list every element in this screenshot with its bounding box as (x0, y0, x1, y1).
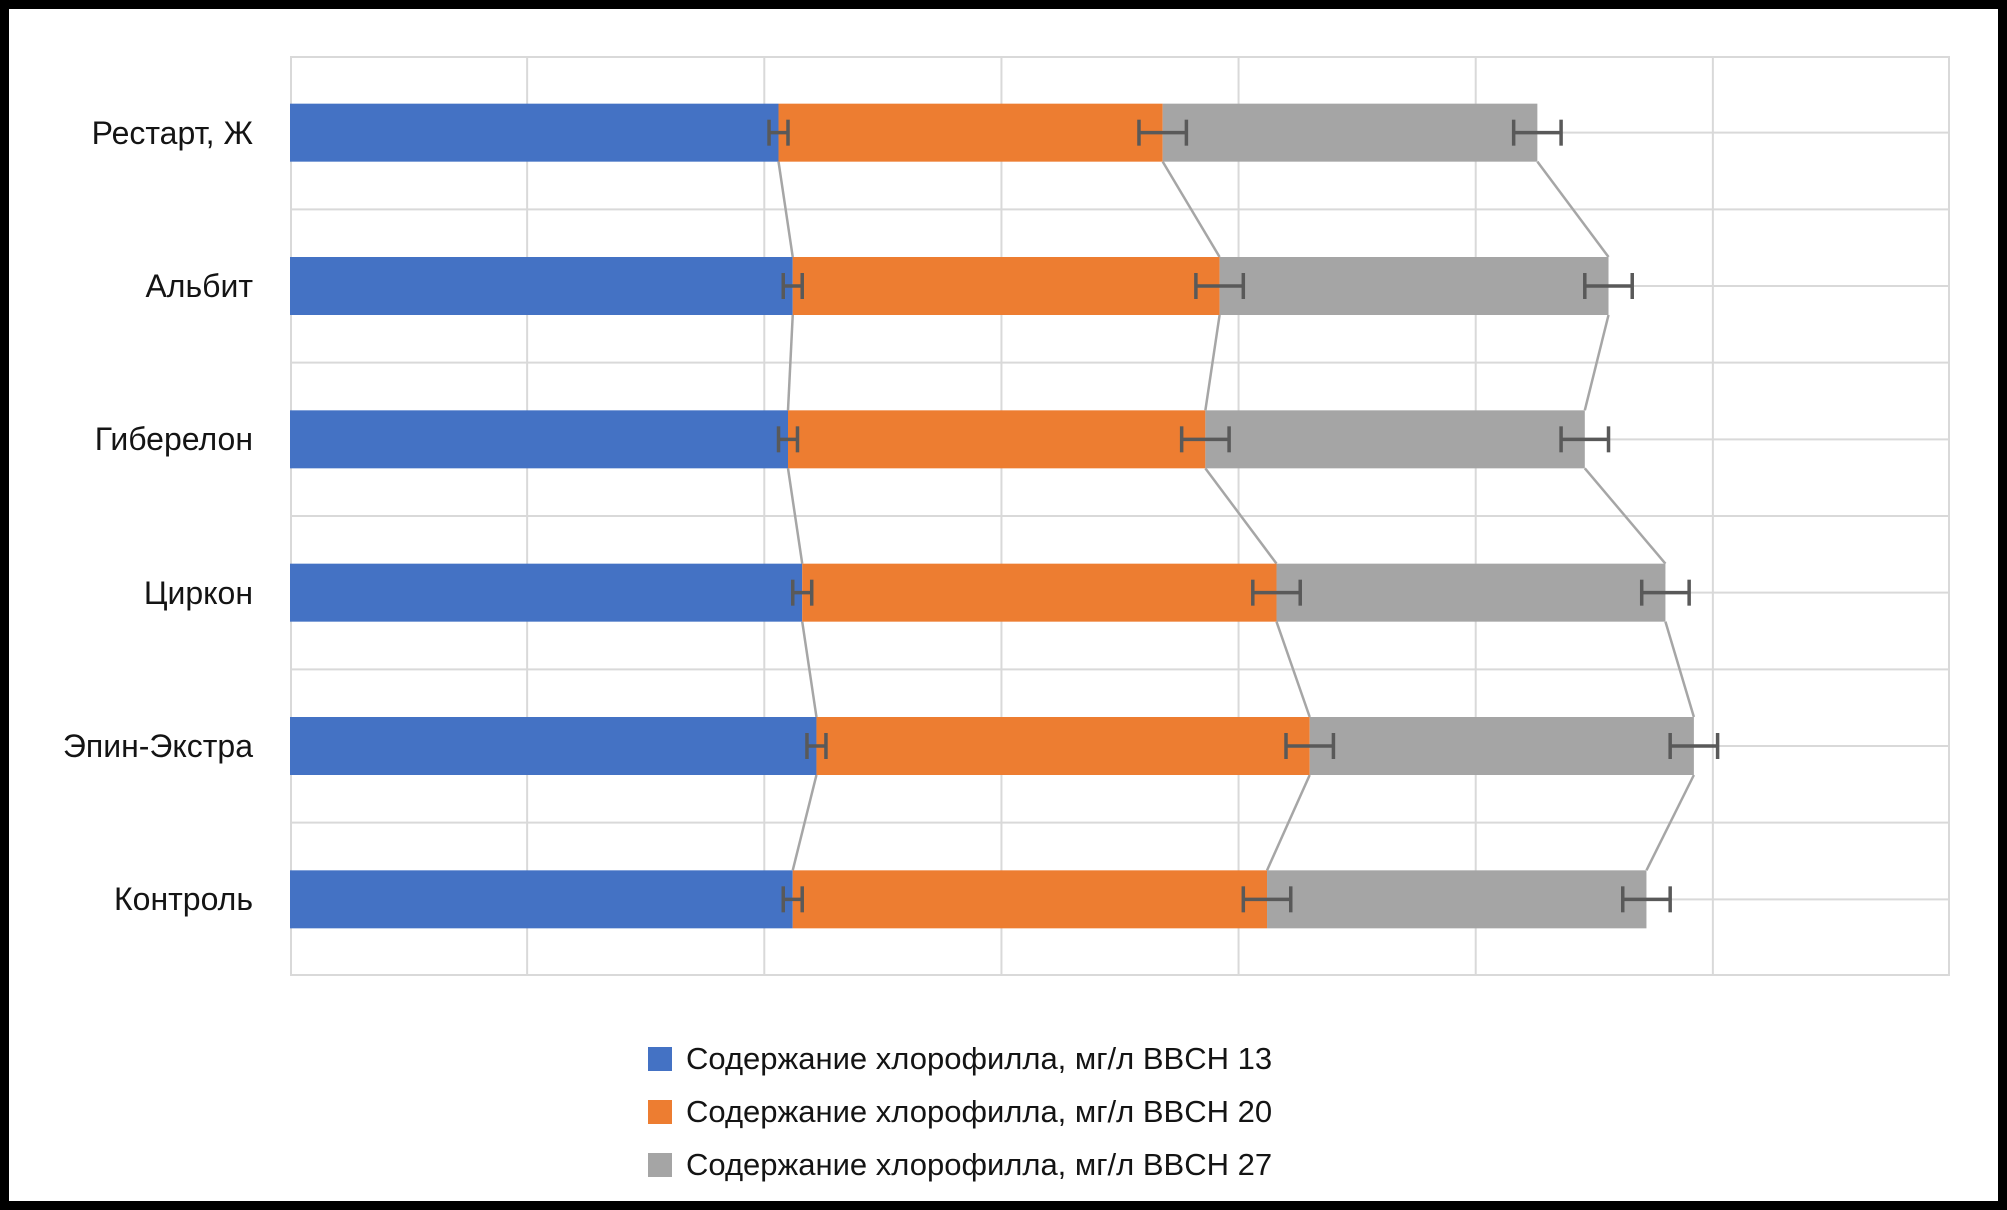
series-connector-line (786, 468, 804, 564)
legend: Содержание хлорофилла, мг/л BBCH 13 Содер… (648, 1040, 1272, 1183)
category-label: Альбит (145, 268, 253, 304)
category-label: Контроль (114, 881, 253, 918)
bar-segment-bbch13 (290, 870, 793, 929)
bar-segment-bbch20 (816, 717, 1310, 775)
bar-segment-bbch13 (290, 717, 817, 775)
bar-segment-bbch20 (788, 410, 1206, 469)
bar-segment-bbch20 (778, 103, 1163, 162)
series-connector-line (1536, 160, 1610, 258)
legend-item: Содержание хлорофилла, мг/л BBCH 20 (648, 1093, 1272, 1130)
legend-swatch-icon (648, 1046, 672, 1071)
bar-segment-bbch20 (802, 563, 1277, 622)
series-connector-line (1265, 774, 1311, 871)
legend-swatch-icon (648, 1099, 672, 1124)
series-connector-line (1664, 621, 1696, 718)
bar-segment-bbch13 (290, 257, 793, 315)
bar-segment-bbch27 (1267, 870, 1647, 929)
legend-swatch-icon (648, 1152, 672, 1177)
legend-label: Содержание хлорофилла, мг/л BBCH 13 (686, 1041, 1273, 1076)
series-connector-line (1645, 774, 1696, 871)
category-label: Гиберелон (94, 421, 253, 458)
bar-segment-bbch27 (1276, 563, 1666, 622)
category-label: Рестарт, Ж (91, 114, 253, 151)
bar-segment-bbch27 (1205, 410, 1585, 469)
plot-area (290, 56, 1950, 976)
series-connector-line (1583, 314, 1610, 411)
legend-item: Содержание хлорофилла, мг/л BBCH 27 (648, 1146, 1272, 1183)
series-connector-line (800, 621, 818, 718)
bar-segment-bbch27 (1219, 257, 1609, 315)
series-connector-line (1583, 467, 1667, 565)
bar-segment-bbch13 (290, 410, 788, 469)
bar-segment-bbch13 (290, 103, 779, 162)
category-label: Эпин-Экстра (62, 728, 253, 764)
series-connector-line (1204, 314, 1221, 411)
series-connector-line (1161, 161, 1221, 258)
legend-label: Содержание хлорофилла, мг/л BBCH 20 (686, 1094, 1273, 1129)
bar-segment-bbch13 (290, 563, 803, 622)
bar-segment-bbch20 (792, 870, 1268, 929)
bar-segment-bbch20 (792, 257, 1220, 315)
series-connector-line (777, 161, 794, 258)
series-connector-line (791, 774, 818, 871)
series-connector-line (786, 314, 794, 411)
legend-item: Содержание хлорофилла, мг/л BBCH 13 (648, 1040, 1272, 1077)
category-label: Циркон (143, 574, 253, 611)
series-connector-line (1275, 621, 1311, 718)
stacked-bar-chart (290, 56, 1950, 976)
series-connector-line (1204, 467, 1278, 565)
chart-canvas: Рестарт, Ж Альбит Гиберелон Циркон Эпин-Экст… (9, 9, 1998, 1201)
bar-segment-bbch27 (1309, 717, 1694, 775)
bar-segment-bbch27 (1162, 103, 1538, 162)
legend-label: Содержание хлорофилла, мг/л BBCH 27 (686, 1147, 1273, 1182)
